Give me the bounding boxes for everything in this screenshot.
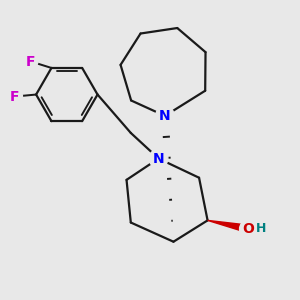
Text: H: H [256, 222, 266, 236]
Polygon shape [208, 220, 249, 233]
Circle shape [7, 89, 22, 104]
Text: F: F [10, 90, 20, 104]
Circle shape [240, 220, 256, 238]
Text: N: N [153, 152, 164, 166]
Circle shape [155, 106, 174, 125]
Text: F: F [26, 55, 35, 68]
Text: N: N [159, 109, 171, 123]
Circle shape [22, 54, 38, 69]
Circle shape [149, 149, 168, 168]
Text: O: O [242, 222, 254, 236]
